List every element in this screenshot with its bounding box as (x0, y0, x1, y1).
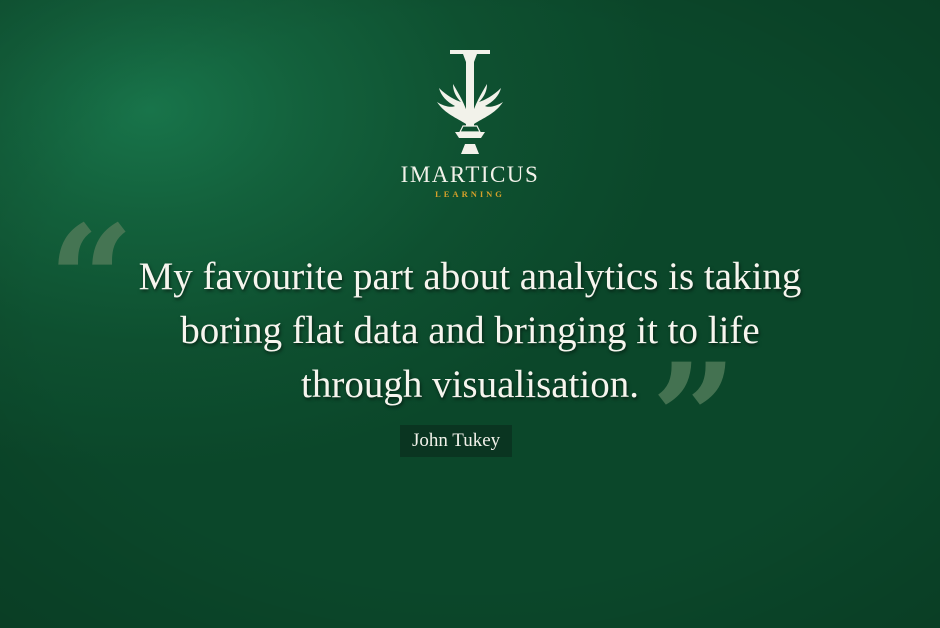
quote-text: My favourite part about analytics is tak… (80, 250, 860, 412)
brand-name: IMARTICUS (400, 162, 540, 187)
open-quote-icon: “ (48, 193, 135, 369)
quote-line: through visualisation. (301, 363, 639, 406)
imarticus-logo-icon (437, 50, 503, 154)
quote-line: boring flat data and bringing it to life (180, 309, 760, 352)
brand-logo: IMARTICUS LEARNING (380, 48, 560, 208)
brand-subtitle: LEARNING (435, 189, 505, 199)
quote-line: My favourite part about analytics is tak… (138, 255, 802, 298)
close-quote-icon: ” (651, 331, 738, 507)
quote-author: John Tukey (400, 425, 513, 457)
